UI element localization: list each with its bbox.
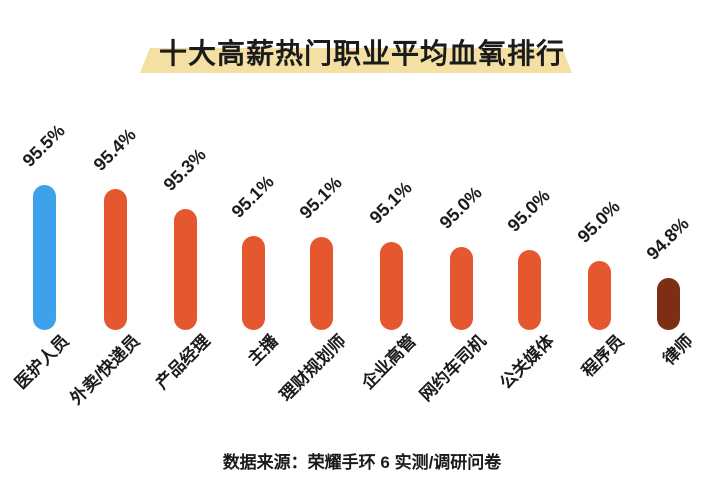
bar-category-label: 理财规划师 <box>276 331 350 405</box>
bar-category-label: 律师 <box>659 331 697 369</box>
bar-1 <box>32 185 56 330</box>
data-source-note: 数据来源：荣耀手环 6 实测/调研问卷 <box>222 453 502 472</box>
bar-value-label: 95.1% <box>227 171 278 222</box>
bar-7 <box>449 247 473 330</box>
bar-value-label: 95.0% <box>573 196 624 247</box>
bar-2 <box>103 189 127 330</box>
bar-category-label: 程序员 <box>578 331 628 381</box>
bar-value-label: 95.1% <box>365 177 416 228</box>
bar-10 <box>656 278 680 330</box>
bar-3 <box>173 209 197 330</box>
bar-category-label: 企业高管 <box>358 331 420 393</box>
bar-4 <box>241 236 265 330</box>
bar-value-label: 95.3% <box>159 144 210 195</box>
bar-5 <box>309 237 333 330</box>
bar-value-label: 95.5% <box>18 120 69 171</box>
title-highlight-band <box>140 48 572 73</box>
bar-category-label: 网约车司机 <box>416 331 490 405</box>
chart-title: 十大高薪热门职业平均血氧排行 <box>158 38 565 69</box>
bar-value-label: 95.0% <box>435 182 486 233</box>
bar-value-label: 95.1% <box>295 172 346 223</box>
bar-category-label: 公关媒体 <box>496 331 558 393</box>
bar-category-label: 主播 <box>244 331 282 369</box>
bar-category-label: 产品经理 <box>152 331 214 393</box>
bar-8 <box>517 250 541 330</box>
bar-value-label: 94.8% <box>642 213 693 264</box>
bar-value-label: 95.4% <box>89 124 140 175</box>
bar-category-label: 医护人员 <box>11 331 73 393</box>
bar-9 <box>587 261 611 330</box>
bar-6 <box>379 242 403 330</box>
bar-category-label: 外卖/快递员 <box>66 331 144 409</box>
bar-value-label: 95.0% <box>503 185 554 236</box>
